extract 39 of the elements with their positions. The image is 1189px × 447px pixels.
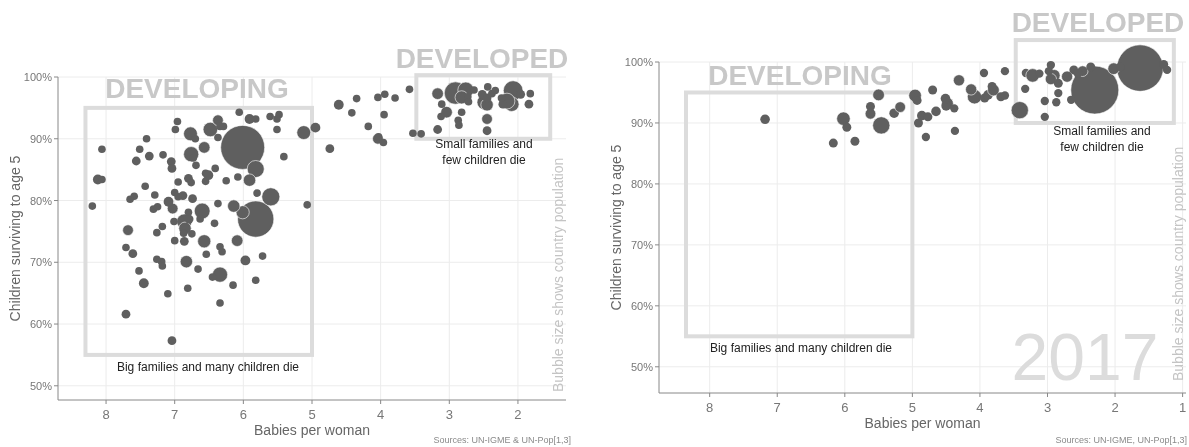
y-tick-label: 50% — [630, 360, 654, 373]
x-tick-label: 2 — [1111, 400, 1119, 415]
annotation: Big families and many children die — [116, 360, 300, 374]
y-tick-label: 80% — [29, 194, 53, 207]
y-tick-label: 100% — [23, 71, 53, 83]
annotation: Bubble size shows country population — [550, 157, 566, 392]
x-tick-label: 5 — [308, 407, 316, 422]
x-tick-label: 4 — [976, 400, 984, 415]
x-tick-label: 6 — [239, 407, 247, 422]
x-tick-label: 7 — [171, 407, 179, 422]
x-tick-label: 8 — [706, 400, 714, 415]
y-tick-label: 90% — [630, 116, 654, 129]
x-tick-label: 8 — [102, 407, 110, 422]
y-tick-label: 60% — [630, 299, 654, 312]
annotation: Small families and few children die — [1053, 124, 1151, 154]
source-note: Sources: UN-IGME & UN-Pop[1,3] — [433, 435, 571, 445]
y-tick-label: 70% — [29, 256, 53, 269]
x-tick-label: 6 — [841, 400, 849, 415]
x-axis-title: Babies per woman — [254, 422, 370, 438]
y-tick-label: 80% — [630, 177, 654, 190]
annotation: Big families and many children die — [709, 341, 893, 355]
y-tick-label: 60% — [29, 318, 53, 331]
x-tick-label: 5 — [908, 400, 916, 415]
y-axis-title: Children surviving to age 5 — [608, 144, 624, 311]
source-note: Sources: UN-IGME, UN-Pop[1,3] — [1055, 435, 1187, 445]
annotation: Small families and few children die — [435, 137, 533, 167]
y-tick-label: 90% — [29, 132, 53, 145]
y-tick-label: 100% — [624, 56, 654, 68]
x-axis-title: Babies per woman — [864, 415, 981, 431]
x-tick-label: 3 — [445, 407, 453, 422]
x-tick-label: 3 — [1043, 400, 1052, 415]
y-tick-label: 50% — [29, 379, 53, 392]
y-tick-label: 70% — [630, 238, 654, 251]
x-tick-label: 4 — [377, 407, 385, 422]
x-tick-label: 7 — [773, 400, 781, 415]
y-axis-title: Children surviving to age 5 — [7, 155, 23, 322]
x-tick-label: 2 — [514, 407, 522, 422]
x-tick-label: 1 — [1179, 400, 1187, 415]
annotation: Bubble size shows country population — [1170, 146, 1186, 381]
